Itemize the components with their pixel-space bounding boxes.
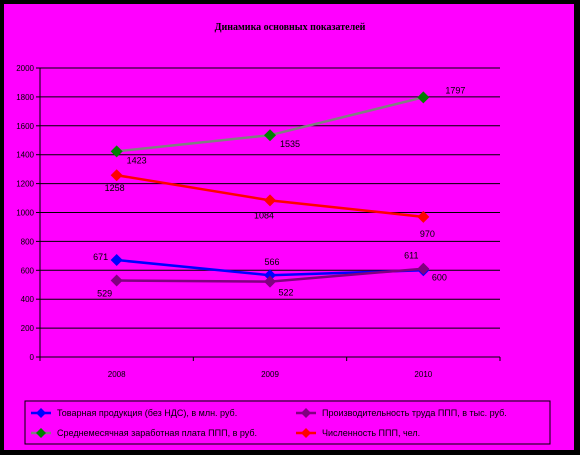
y-tick-label: 200: [21, 324, 35, 333]
data-point-marker: [417, 262, 430, 275]
legend-item: Производительность труда ППП, в тыс. руб…: [296, 408, 507, 418]
data-point-marker: [264, 194, 276, 207]
y-tick-label: 1800: [16, 93, 34, 102]
data-point-marker: [110, 169, 123, 182]
y-tick-label: 1400: [16, 151, 34, 160]
y-tick-label: 1000: [16, 209, 34, 218]
y-tick-label: 1600: [16, 122, 34, 131]
legend-box: [24, 400, 551, 445]
y-tick-label: 2000: [16, 64, 34, 73]
series-2: 529 522 611: [97, 251, 430, 299]
y-tick-label: 1200: [16, 180, 34, 189]
data-label: 970: [420, 229, 435, 239]
data-label: 522: [278, 288, 293, 298]
data-point-marker: [417, 210, 430, 223]
legend: Товарная продукция (без НДС), в млн. руб…: [24, 400, 551, 445]
legend-item: Численность ППП, чел.: [296, 428, 420, 438]
data-label: 1423: [127, 155, 147, 165]
series-3: 1423 1535 1797: [110, 85, 465, 165]
data-point-marker: [264, 129, 276, 142]
series-layer: 671 566 600 529 522 611 1423 1535 1797 1258 1084 97…: [93, 85, 465, 298]
axes: 0 200 400 600 800 1000 1200 1400 1600 1800 2000 200…: [16, 64, 501, 379]
y-tick-label: 800: [21, 237, 35, 246]
legend-label: Товарная продукция (без НДС), в млн. руб…: [57, 408, 237, 418]
legend-swatch-marker: [36, 428, 46, 438]
data-label: 566: [264, 257, 279, 267]
data-label: 1258: [105, 183, 125, 193]
legend-item: Товарная продукция (без НДС), в млн. руб…: [31, 408, 237, 418]
y-tick-label: 0: [30, 353, 35, 362]
y-tick-label: 600: [21, 266, 35, 275]
data-point-marker: [110, 254, 123, 267]
legend-item: Среднемесячная заработная плата ППП, в р…: [31, 428, 257, 438]
x-tick-label: 2008: [108, 370, 126, 379]
legend-swatch-marker: [301, 408, 311, 418]
chart-title: Динамика основных показателей: [215, 22, 366, 33]
x-tick-label: 2010: [414, 370, 432, 379]
data-point-marker: [417, 91, 430, 104]
legend-swatch-marker: [301, 428, 311, 438]
data-point-marker: [264, 275, 276, 288]
x-tick-label: 2009: [261, 370, 279, 379]
legend-label: Производительность труда ППП, в тыс. руб…: [322, 408, 507, 418]
data-label: 1084: [254, 210, 274, 220]
legend-swatch-marker: [36, 408, 46, 418]
data-label: 529: [97, 289, 112, 299]
data-point-marker: [264, 269, 276, 282]
data-label: 600: [432, 272, 447, 282]
legend-label: Среднемесячная заработная плата ППП, в р…: [57, 428, 257, 438]
data-label: 611: [404, 251, 418, 261]
chart-background: [4, 4, 574, 450]
legend-label: Численность ППП, чел.: [322, 428, 420, 438]
data-point-marker: [110, 145, 123, 158]
y-tick-label: 400: [21, 295, 35, 304]
data-label: 1797: [445, 85, 465, 95]
series-4: 1258 1084 970: [105, 169, 435, 239]
data-point-marker: [110, 274, 123, 287]
data-label: 1535: [280, 139, 300, 149]
data-label: 671: [93, 252, 108, 262]
